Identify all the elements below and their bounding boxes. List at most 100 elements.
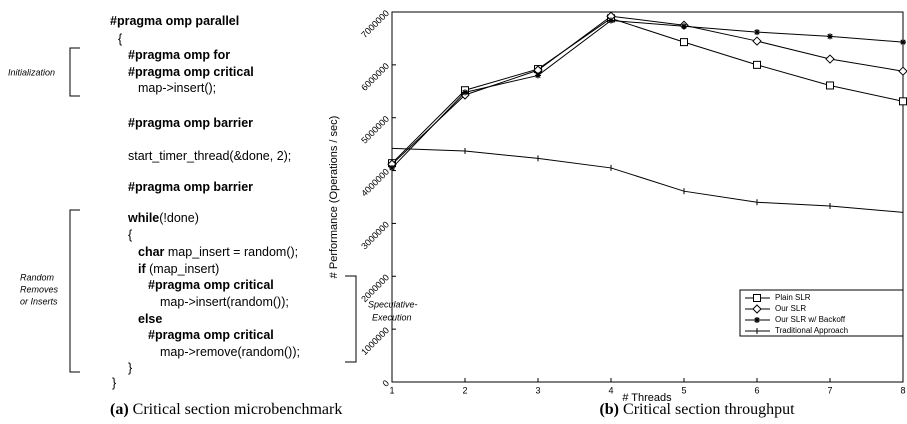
marker bbox=[753, 60, 761, 69]
marker bbox=[389, 164, 395, 171]
y-tick-label: 1000000 bbox=[359, 325, 391, 357]
marker bbox=[681, 23, 687, 30]
x-tick-label: 1 bbox=[389, 385, 394, 395]
x-tick-label: 2 bbox=[462, 385, 467, 395]
y-axis-label: # Performance (Operations / sec) bbox=[328, 116, 340, 279]
annotation: or Inserts bbox=[20, 296, 58, 306]
legend-label: Our SLR w/ Backoff bbox=[775, 315, 846, 324]
x-tick-label: 3 bbox=[535, 385, 540, 395]
code-token: map->remove(random()); bbox=[160, 345, 300, 359]
series-line bbox=[391, 17, 904, 164]
y-tick-label: 6000000 bbox=[359, 61, 391, 93]
code-listing: #pragma omp parallel { #pragma omp for #pra… bbox=[110, 14, 300, 390]
code-line: while(!done) bbox=[127, 211, 199, 225]
marker bbox=[827, 33, 833, 40]
caption-text: Critical section throughput bbox=[623, 401, 795, 418]
marker bbox=[899, 97, 907, 106]
legend-label: Plain SLR bbox=[775, 293, 811, 302]
x-tick-label: 6 bbox=[754, 385, 759, 395]
code-token: #pragma omp critical bbox=[148, 328, 274, 342]
code-token: else bbox=[138, 312, 162, 326]
code-line: #pragma omp barrier bbox=[128, 116, 253, 130]
code-token: map->insert(); bbox=[138, 81, 216, 95]
legend-label: Our SLR bbox=[775, 304, 806, 313]
code-line: #pragma omp critical bbox=[128, 65, 254, 79]
caption-label: (a) bbox=[110, 401, 129, 418]
marker bbox=[752, 36, 762, 46]
marker bbox=[608, 17, 614, 24]
code-token: { bbox=[118, 32, 122, 46]
x-axis-label: # Threads bbox=[622, 392, 672, 404]
code-token: #pragma omp for bbox=[128, 48, 230, 62]
y-tick-label: 0 bbox=[380, 378, 391, 389]
plot-frame bbox=[391, 11, 904, 383]
spec-bracket bbox=[345, 275, 357, 363]
code-line: #pragma omp for bbox=[128, 48, 230, 62]
code-token: { bbox=[128, 228, 132, 242]
series-line bbox=[391, 19, 904, 169]
code-line: #pragma omp critical bbox=[148, 328, 274, 342]
marker bbox=[752, 304, 762, 314]
code-line: #pragma omp parallel bbox=[110, 14, 239, 28]
caption: (a) Critical section microbenchmark bbox=[110, 401, 342, 418]
x-tick-label: 5 bbox=[681, 385, 686, 395]
code-line: map->insert(random()); bbox=[160, 295, 289, 309]
caption-label: (b) bbox=[599, 401, 619, 418]
chart: 0100000020000003000000400000050000006000… bbox=[359, 8, 907, 395]
marker bbox=[900, 39, 906, 46]
code-token: #pragma omp barrier bbox=[128, 116, 253, 130]
marker bbox=[462, 89, 468, 96]
x-tick-label: 8 bbox=[900, 385, 905, 395]
code-token: #pragma omp critical bbox=[148, 278, 274, 292]
annotation: Random bbox=[20, 272, 55, 282]
y-tick-label: 3000000 bbox=[359, 219, 391, 251]
code-token: start_timer_thread(&done, 2); bbox=[128, 149, 291, 163]
annotation: Removes bbox=[20, 284, 59, 294]
code-line: map->remove(random()); bbox=[160, 345, 300, 359]
y-tick-label: 5000000 bbox=[359, 114, 391, 146]
code-token: (map_insert) bbox=[146, 262, 220, 276]
code-token: char bbox=[138, 245, 165, 259]
code-line: #pragma omp critical bbox=[148, 278, 274, 292]
code-token: #pragma omp parallel bbox=[110, 14, 239, 28]
brackets bbox=[69, 47, 357, 373]
series-line bbox=[391, 15, 904, 165]
marker bbox=[680, 38, 688, 47]
code-line: if (map_insert) bbox=[138, 262, 219, 276]
marker bbox=[826, 81, 834, 90]
code-token: } bbox=[128, 361, 132, 375]
code-line: } bbox=[128, 361, 132, 375]
code-token: } bbox=[112, 376, 116, 390]
marker bbox=[753, 294, 761, 302]
code-line: char map_insert = random(); bbox=[138, 245, 298, 259]
marker bbox=[754, 29, 760, 36]
code-line: } bbox=[112, 376, 116, 390]
code-line: { bbox=[118, 32, 122, 46]
code-token: while bbox=[127, 211, 159, 225]
code-token: #pragma omp critical bbox=[128, 65, 254, 79]
series-line bbox=[391, 147, 904, 213]
code-token: map_insert = random(); bbox=[164, 245, 298, 259]
code-token: #pragma omp barrier bbox=[128, 180, 253, 194]
x-tick-label: 4 bbox=[608, 385, 613, 395]
legend: Plain SLR Our SLR Our SLR w/ Backoff Tradit… bbox=[739, 289, 904, 337]
legend-label: Traditional Approach bbox=[775, 326, 848, 335]
caption: (b) Critical section throughput bbox=[599, 401, 795, 418]
x-tick-label: 7 bbox=[827, 385, 832, 395]
code-line: { bbox=[128, 228, 132, 242]
code-line: #pragma omp barrier bbox=[128, 180, 253, 194]
caption-text: Critical section microbenchmark bbox=[133, 401, 343, 418]
code-line: start_timer_thread(&done, 2); bbox=[128, 149, 291, 163]
annotation: Speculative- bbox=[368, 299, 418, 309]
y-tick-label: 4000000 bbox=[359, 167, 391, 199]
random-bracket bbox=[69, 209, 80, 373]
code-token: (!done) bbox=[159, 211, 199, 225]
code-line: map->insert(); bbox=[138, 81, 216, 95]
annotation: Initialization bbox=[8, 67, 55, 77]
marker bbox=[535, 72, 541, 79]
marker bbox=[825, 54, 835, 64]
code-token: map->insert(random()); bbox=[160, 295, 289, 309]
y-tick-label: 7000000 bbox=[359, 8, 391, 40]
init-bracket bbox=[69, 47, 80, 97]
